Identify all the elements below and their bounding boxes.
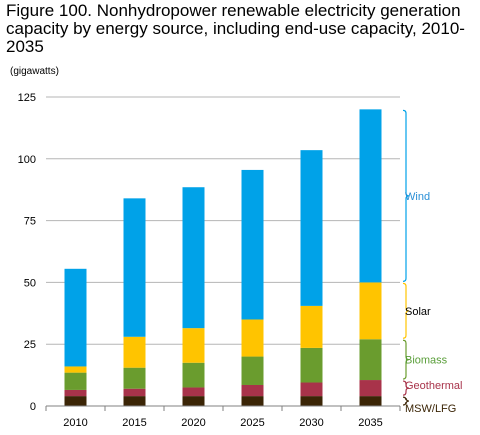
bar-geothermal-2015 [123,388,146,397]
bar-solar-2015 [123,336,146,368]
x-tick-label: 2030 [299,417,323,429]
bar-biomass-2020 [182,362,205,388]
bar-biomass-2025 [241,356,264,385]
y-tick-label: 125 [18,92,36,104]
legend-label-msw-lfg: MSW/LFG [405,403,456,415]
bar-geothermal-2030 [300,382,323,397]
bar-wind-2025 [241,169,264,320]
bar-msw-lfg-2010 [64,396,87,406]
bar-msw-lfg-2025 [241,396,264,406]
legend-label-geothermal: Geothermal [405,380,462,392]
bar-msw-lfg-2015 [123,396,146,406]
y-axis: 0 25 50 75 100 125 [18,92,36,413]
x-tick-label: 2020 [181,417,205,429]
y-tick-label: 25 [24,339,36,351]
bar-geothermal-2035 [359,380,382,397]
bar-geothermal-2010 [64,389,87,397]
x-axis: 2010 2015 2020 2025 2030 2035 [45,405,401,429]
x-tick-label: 2010 [63,417,87,429]
units-label: (gigawatts) [10,66,59,77]
bar-solar-2035 [359,282,382,340]
bar-wind-2030 [300,150,323,306]
legend-label-biomass: Biomass [405,355,448,367]
legend-brace-msw-lfg [402,396,410,406]
y-tick-label: 75 [24,216,36,228]
bar-solar-2010 [64,366,87,373]
y-tick-label: 0 [30,401,36,413]
bar-geothermal-2020 [182,387,205,397]
chart-title: Figure 100. Nonhydropower renewable elec… [6,1,465,56]
bar-msw-lfg-2020 [182,396,205,406]
bar-wind-2010 [64,268,87,367]
bar-msw-lfg-2030 [300,396,323,406]
bar-msw-lfg-2035 [359,396,382,406]
bar-biomass-2030 [300,347,323,383]
bar-wind-2020 [182,187,205,329]
x-tick-label: 2025 [240,417,264,429]
legend-label-solar: Solar [405,306,431,318]
x-tick-label: 2035 [358,417,382,429]
bar-solar-2025 [241,319,264,357]
y-tick-label: 100 [18,154,36,166]
bar-biomass-2010 [64,372,87,390]
legend-label-wind: Wind [405,191,430,203]
bar-geothermal-2025 [241,384,264,397]
bar-solar-2030 [300,305,323,348]
x-tick-label: 2015 [122,417,146,429]
legend-brace-geothermal [402,380,410,396]
y-tick-label: 50 [24,277,36,289]
bar-solar-2020 [182,328,205,363]
bars [64,109,382,406]
gridlines [46,96,400,345]
bar-biomass-2015 [123,367,146,389]
legend-brace-wind [402,109,410,282]
bar-biomass-2035 [359,339,382,381]
bar-wind-2035 [359,109,382,283]
legend: MSW/LFG Geothermal Biomass Solar Wind [402,109,462,415]
legend-brace-solar [402,282,410,339]
legend-brace-biomass [402,339,410,380]
bar-wind-2015 [123,198,146,337]
